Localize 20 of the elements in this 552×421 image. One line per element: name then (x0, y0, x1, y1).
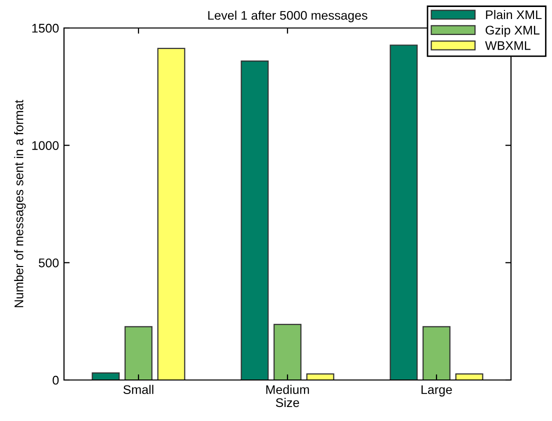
chart-title: Level 1 after 5000 messages (208, 10, 368, 22)
bar (124, 326, 152, 380)
bar (274, 324, 302, 380)
x-tick-label: Small (123, 384, 154, 394)
bar (422, 326, 450, 380)
y-tick-label: 500 (38, 258, 59, 268)
bar (157, 48, 186, 380)
y-tick-label: 1000 (32, 141, 59, 150)
y-tick-label: 0 (52, 376, 59, 385)
legend-label: WBXML (485, 41, 530, 50)
x-tick-label: Large (422, 385, 452, 397)
legend-label: Gzip XML (486, 25, 540, 38)
x-tick-label: Medium (266, 384, 309, 394)
y-axis-title: Number of messages sent in a format (14, 100, 26, 308)
x-axis-title: Size (276, 398, 300, 408)
bar (390, 44, 418, 380)
bar (240, 60, 269, 380)
bar (92, 372, 120, 380)
legend-label: Plain XML (486, 10, 542, 20)
y-tick-label: 1500 (32, 24, 59, 33)
